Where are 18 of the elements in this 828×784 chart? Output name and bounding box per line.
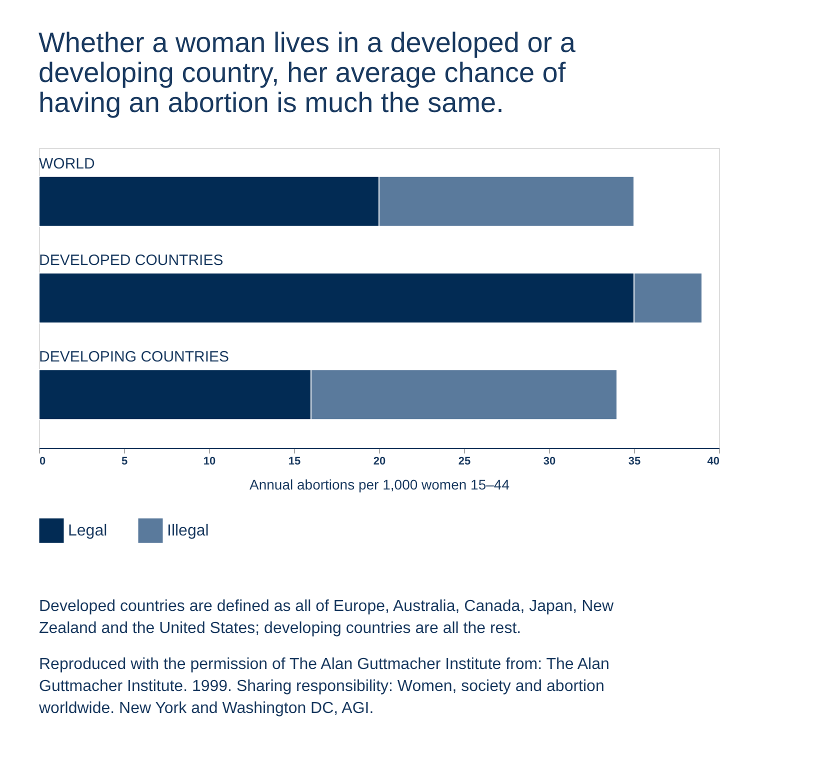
x-tick-label: 30 (543, 456, 556, 468)
x-tick-label: 5 (121, 456, 128, 468)
x-tick-label: 20 (373, 456, 386, 468)
text: Reproduced with the permission of The Alan Guttmacher Institute from: The Alan Guttmacher Institute. 1999. Sharing responsibility: Women, society and abortion worldwide. New York and Washington DC, AGI. (38, 656, 610, 717)
text: Developed countries are defined as all of Europe, Australia, Canada, Japan, New Zealand and the United States; developing countries are all the rest. (39, 598, 614, 637)
legend-label: Legal (68, 522, 108, 540)
x-tick-label: 0 (40, 456, 46, 468)
y-tick-label: DEVELOPED COUNTRIES (39, 252, 224, 269)
x-tick-label: 35 (628, 456, 641, 468)
x-axis-title: Annual abortions per 1,000 women 15–44 (250, 476, 510, 492)
chart-title: Whether a woman lives in a developed or a developing country, her average chance of having an abortion is much the same. (38, 27, 576, 118)
y-tick-label: WORLD (39, 155, 95, 172)
x-tick-label: 15 (288, 456, 301, 468)
y-tick-label: DEVELOPING COUNTRIES (39, 348, 230, 366)
x-tick-label: 25 (458, 456, 471, 468)
legend-label: Illegal (167, 522, 209, 540)
x-tick-label: 40 (707, 456, 720, 468)
x-tick-label: 10 (203, 456, 216, 468)
